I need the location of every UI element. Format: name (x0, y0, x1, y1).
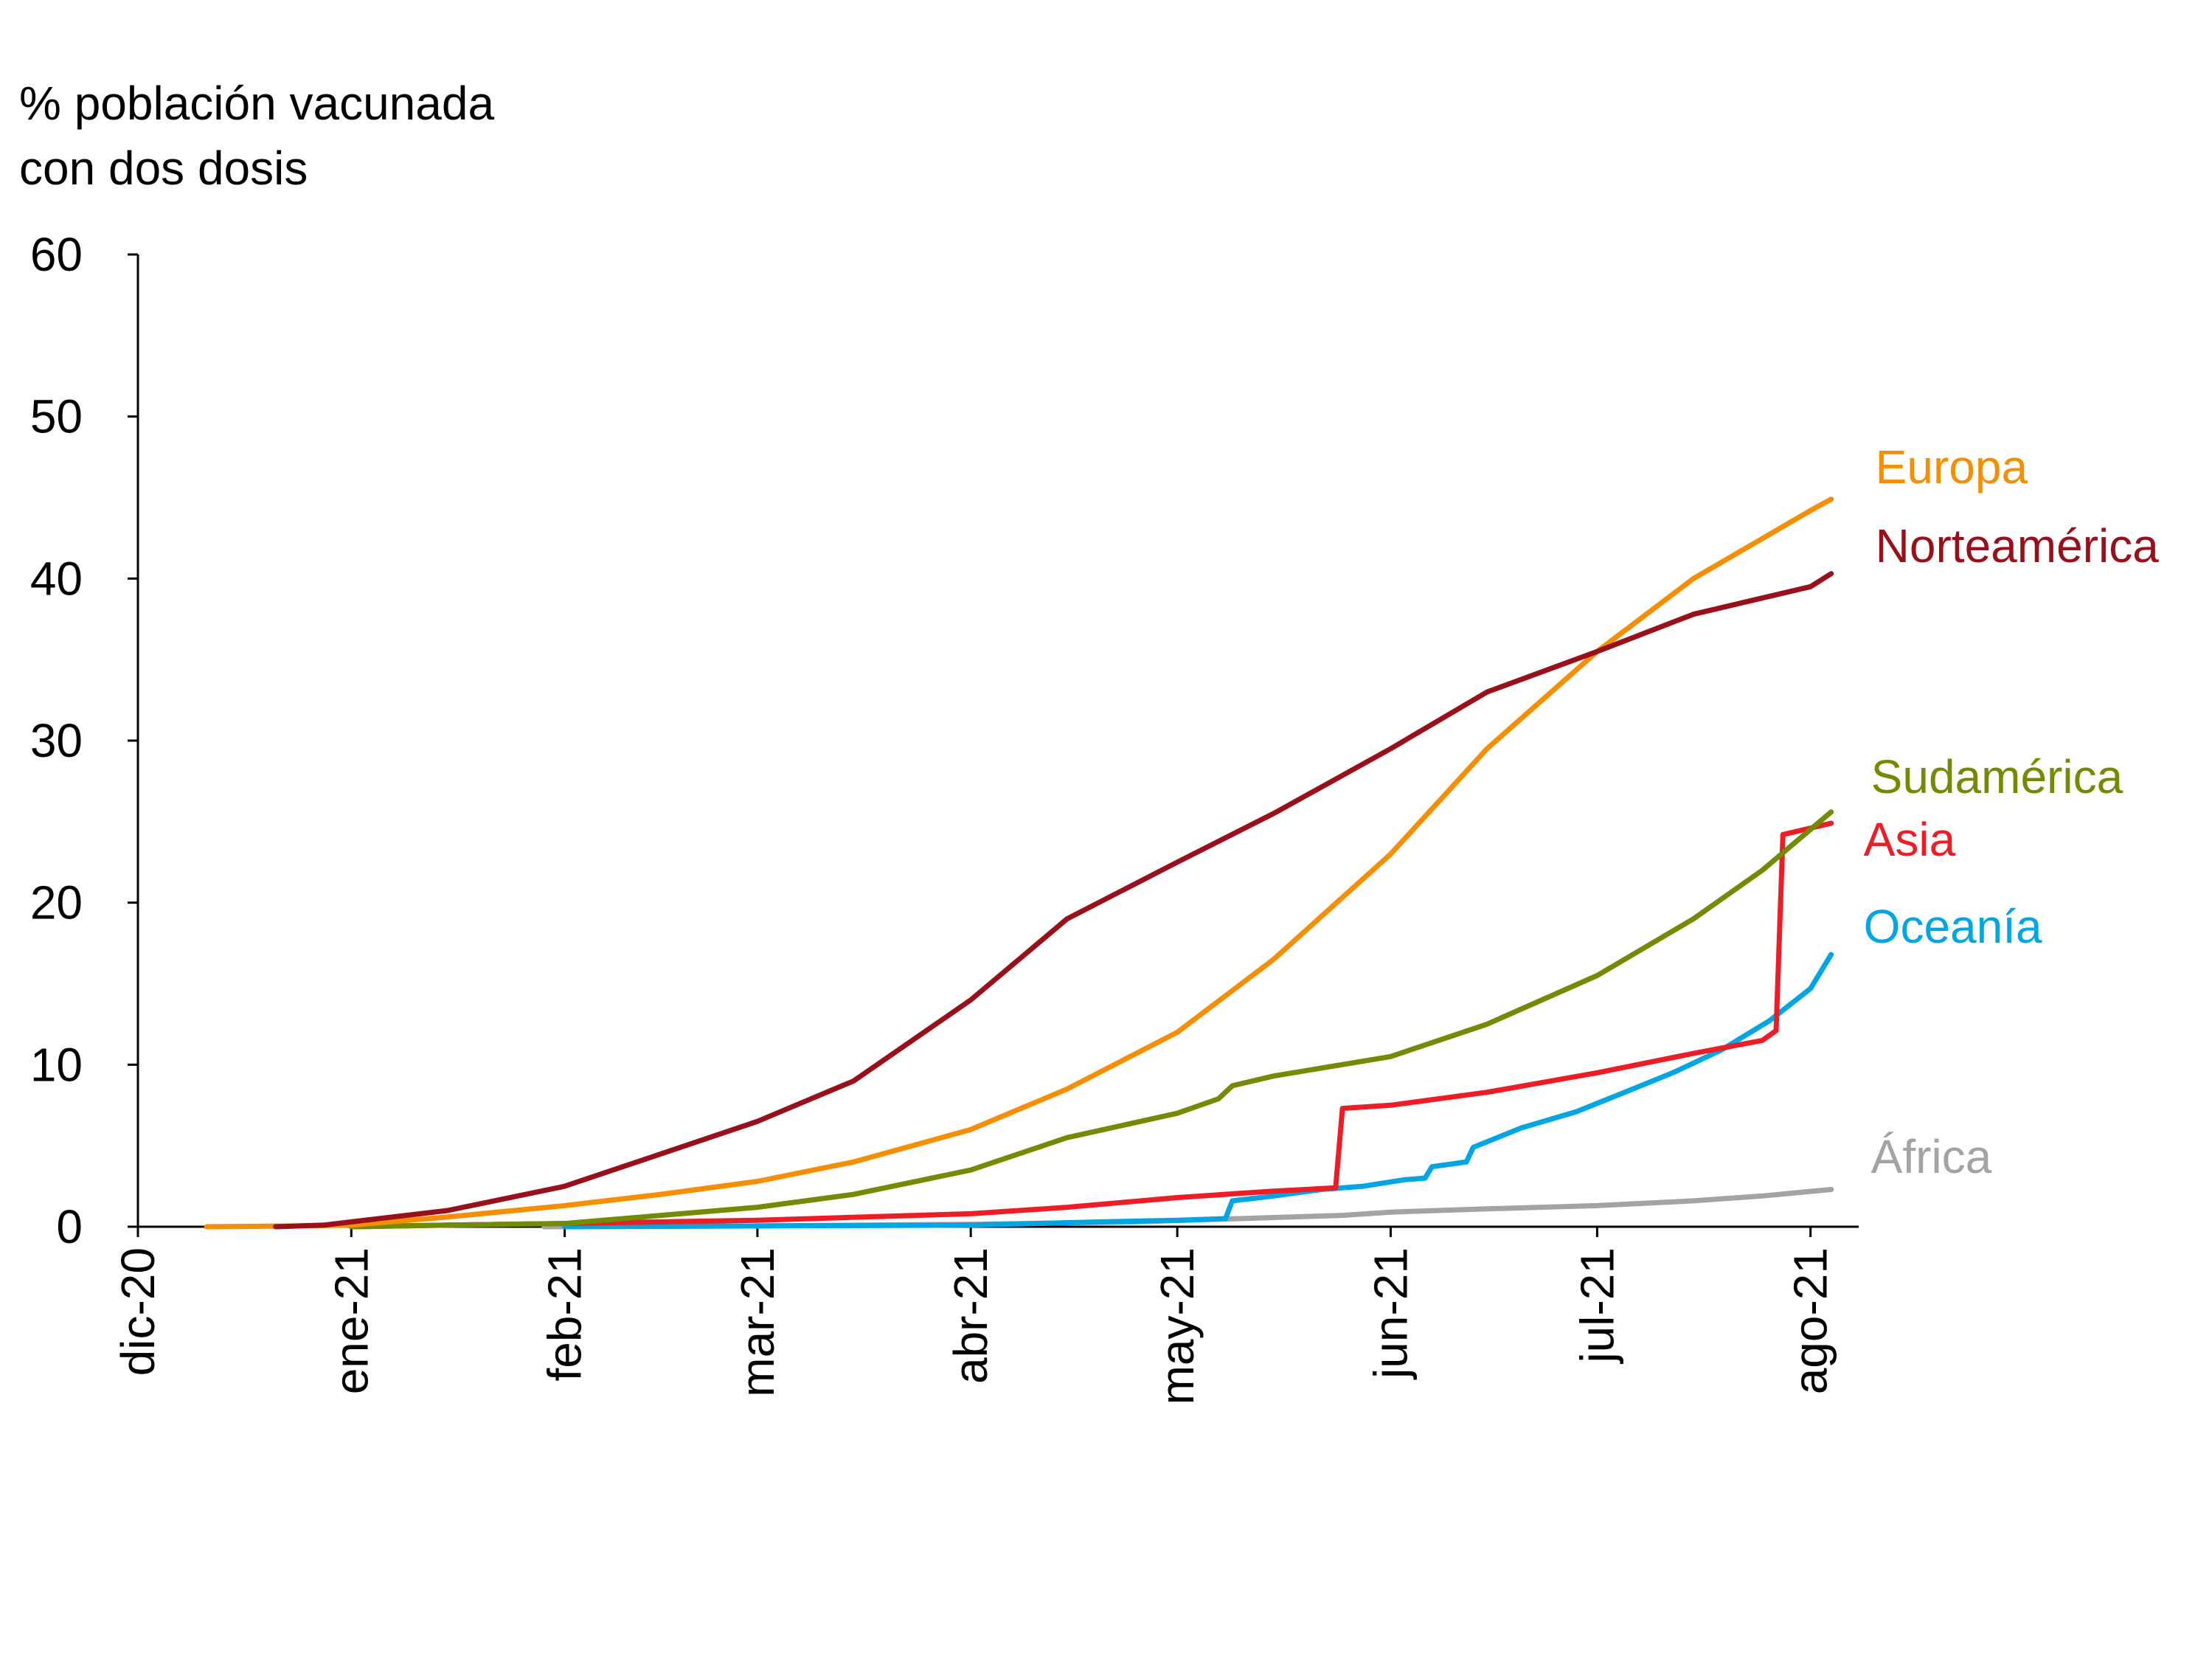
series-line-oceania (562, 952, 1834, 1230)
y-axis-label-line-2: con dos dosis (19, 142, 308, 195)
y-tick-label: 0 (56, 1200, 83, 1253)
series-lines (204, 496, 1834, 1230)
series-line-asia (348, 820, 1834, 1230)
series-label-europe: Europa (1876, 440, 2028, 493)
x-tick-label: abr-21 (944, 1247, 997, 1384)
x-tick-label: ago-21 (1784, 1247, 1837, 1394)
y-tick-label: 10 (30, 1038, 83, 1091)
series-labels: África Oceanía Asia Sudamérica Europa Norteam… (1864, 440, 2160, 1183)
series-line-south-america (348, 809, 1834, 1230)
series-label-asia: Asia (1864, 813, 1956, 866)
x-tick-label: jun-21 (1364, 1247, 1417, 1380)
x-tick-label: feb-21 (538, 1247, 592, 1381)
series-label-north-america: Norteamérica (1876, 519, 2160, 572)
y-tick-label: 50 (30, 390, 83, 443)
x-tick-label: dic-20 (111, 1247, 164, 1376)
series-label-africa: África (1871, 1130, 1992, 1183)
series-line-europe (204, 496, 1834, 1230)
y-tick-label: 60 (30, 228, 83, 281)
x-tick-label: jul-21 (1570, 1247, 1623, 1365)
y-tick-label: 30 (30, 714, 83, 767)
axes (136, 254, 1859, 1228)
x-ticks: dic-20 ene-21 feb-21 mar-21 abr-21 may-21 jun-… (111, 1227, 1837, 1405)
y-tick-label: 40 (30, 552, 83, 605)
y-ticks: 0 10 20 30 40 50 60 (30, 228, 138, 1253)
y-axis-label-line-1: % población vacunada (19, 77, 494, 130)
x-tick-label: may-21 (1151, 1247, 1204, 1405)
series-label-oceania: Oceanía (1864, 900, 2042, 953)
series-label-south-america: Sudamérica (1871, 750, 2123, 803)
y-tick-label: 20 (30, 876, 83, 929)
series-line-north-america (273, 571, 1834, 1230)
x-tick-label: mar-21 (731, 1247, 784, 1397)
x-tick-label: ene-21 (325, 1247, 378, 1394)
